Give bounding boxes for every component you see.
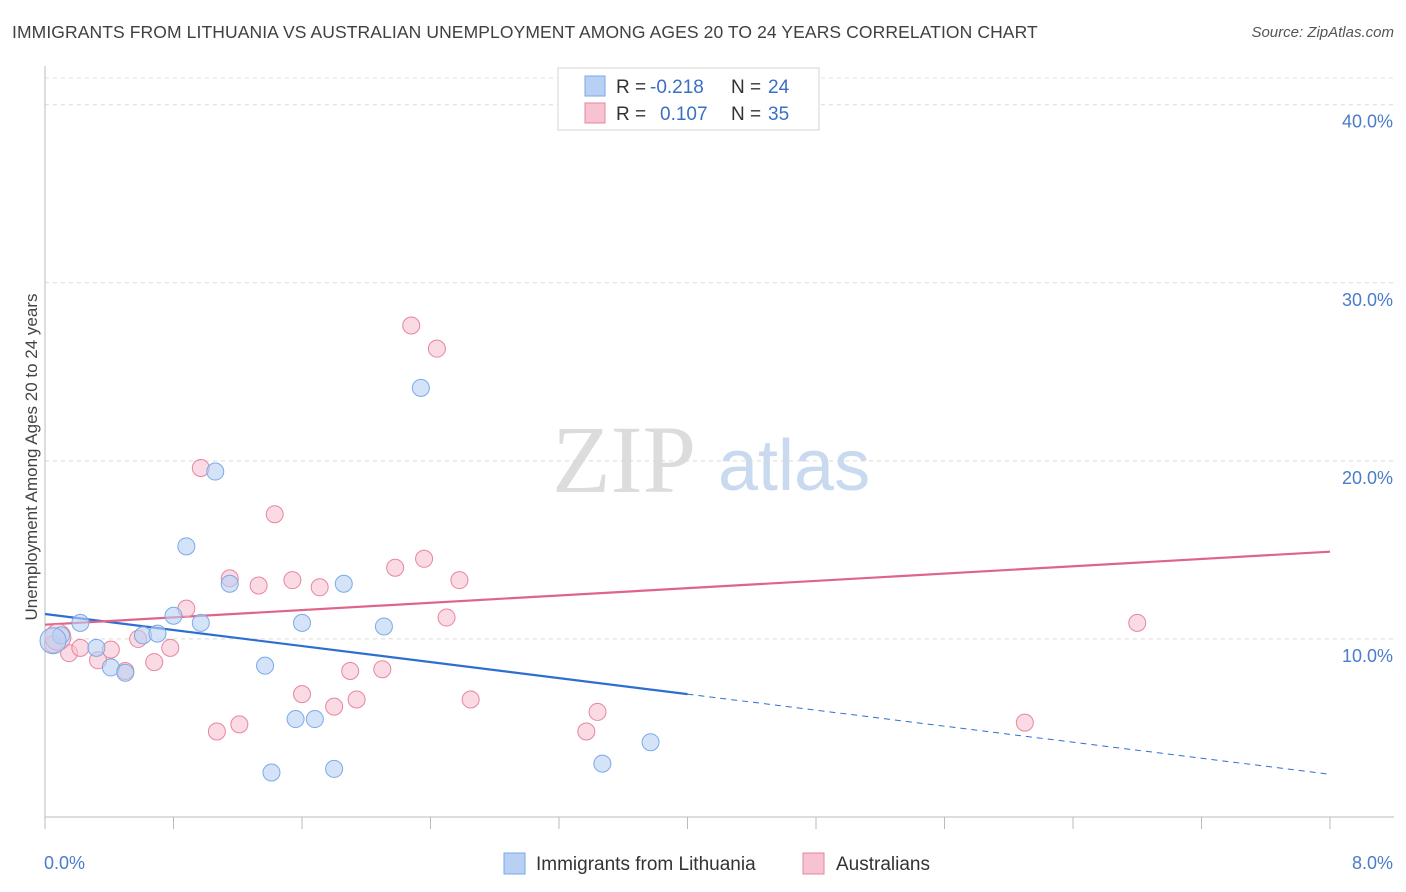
trend-line-lithuania-projection — [687, 693, 1331, 775]
point-lithuania-12 — [256, 656, 275, 675]
trend-line-australians — [44, 550, 1331, 626]
point-australians-17 — [293, 685, 311, 704]
stats-legend: R = -0.218 N = 24 R = 0.107 N = 35 — [557, 67, 820, 131]
point-australians-11 — [207, 722, 226, 741]
point-lithuania-9 — [191, 613, 210, 632]
data-points — [39, 316, 1147, 782]
legend-r-value-2: 0.107 — [660, 104, 708, 125]
point-lithuania-6 — [148, 624, 167, 643]
point-lithuania-2 — [87, 638, 106, 657]
y-tick-label-1: 20.0% — [1342, 468, 1393, 488]
legend-r-label-1: R = — [616, 77, 646, 98]
point-lithuania-17 — [325, 759, 344, 778]
point-lithuania-4 — [116, 663, 135, 682]
trend-line-lithuania — [44, 612, 688, 696]
legend-r-label-2: R = — [616, 104, 646, 125]
y-tick-labels: 10.0% 20.0% 30.0% 40.0% — [1342, 112, 1393, 666]
y-axis-label: Unemployment Among Ages 20 to 24 years — [22, 294, 41, 621]
y-tick-label-0: 10.0% — [1342, 646, 1393, 666]
point-lithuania-10 — [206, 462, 225, 481]
point-australians-14 — [249, 576, 268, 595]
y-tick-label-3: 40.0% — [1342, 112, 1393, 132]
point-australians-24 — [402, 316, 421, 335]
point-lithuania-15 — [293, 613, 311, 632]
point-australians-31 — [588, 702, 607, 721]
point-australians-27 — [437, 608, 456, 627]
point-australians-7 — [145, 653, 164, 672]
axes — [44, 66, 1394, 829]
point-australians-22 — [373, 660, 392, 679]
series-legend-swatch-lithuania — [503, 852, 526, 875]
chart-title: IMMIGRANTS FROM LITHUANIA VS AUSTRALIAN … — [12, 22, 1038, 42]
point-australians-2 — [71, 638, 90, 657]
point-australians-18 — [310, 578, 329, 597]
legend-n-label-1: N = — [731, 77, 761, 98]
x-tick-labels: 0.0% 8.0% — [44, 853, 1393, 873]
point-australians-28 — [450, 571, 469, 590]
point-australians-26 — [427, 339, 446, 358]
point-lithuania-1 — [71, 613, 90, 632]
point-lithuania-23 — [39, 627, 67, 655]
point-australians-8 — [161, 638, 180, 657]
point-australians-30 — [577, 722, 596, 741]
point-australians-13 — [230, 715, 249, 734]
gridlines — [45, 77, 1394, 640]
x-tick-label-0: 0.0% — [44, 853, 85, 873]
legend-swatch-lithuania — [584, 75, 606, 97]
point-australians-21 — [347, 690, 366, 709]
y-tick-label-2: 30.0% — [1342, 290, 1393, 310]
series-legend-label-australians: Australians — [836, 854, 930, 875]
x-tick-label-1: 8.0% — [1352, 853, 1393, 873]
point-australians-29 — [461, 690, 480, 709]
point-australians-23 — [386, 558, 405, 577]
point-australians-16 — [283, 571, 302, 590]
series-legend-label-lithuania: Immigrants from Lithuania — [536, 854, 756, 875]
series-legend-swatch-australians — [802, 852, 825, 875]
source-label: Source: ZipAtlas.com — [1251, 24, 1394, 41]
legend-n-value-1: 24 — [768, 77, 790, 98]
point-australians-20 — [341, 661, 360, 680]
legend-r-value-1: -0.218 — [650, 77, 704, 98]
point-lithuania-14 — [286, 710, 305, 729]
watermark-zip: ZIP — [552, 406, 696, 513]
point-lithuania-8 — [177, 537, 196, 556]
point-australians-15 — [265, 505, 284, 524]
series-legend: Immigrants from Lithuania Australians — [503, 852, 930, 875]
point-lithuania-20 — [411, 378, 430, 397]
point-lithuania-18 — [334, 574, 353, 593]
legend-n-value-2: 35 — [768, 104, 789, 125]
point-australians-25 — [415, 549, 434, 568]
legend-n-label-2: N = — [731, 104, 761, 125]
point-lithuania-16 — [305, 710, 324, 729]
watermark-atlas: atlas — [718, 426, 870, 506]
legend-swatch-australians — [584, 102, 606, 124]
point-lithuania-19 — [374, 617, 393, 636]
point-australians-33 — [1128, 613, 1147, 632]
point-lithuania-13 — [262, 763, 281, 782]
point-lithuania-22 — [641, 733, 660, 752]
point-australians-19 — [325, 697, 344, 716]
point-lithuania-11 — [220, 574, 239, 593]
point-lithuania-21 — [593, 754, 612, 773]
point-australians-32 — [1015, 713, 1034, 732]
point-lithuania-7 — [164, 606, 183, 625]
